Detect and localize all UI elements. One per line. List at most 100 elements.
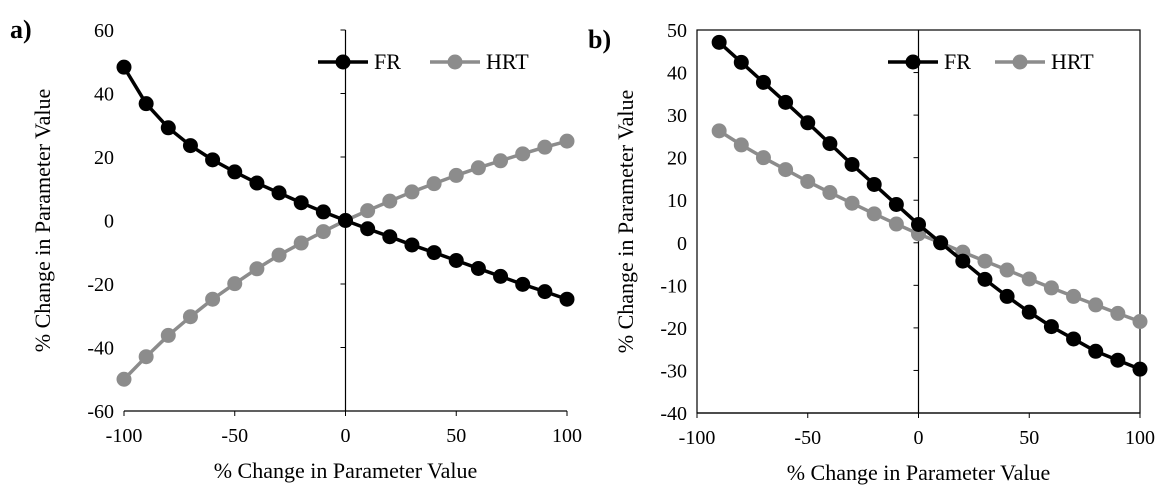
data-point-hrt bbox=[1110, 305, 1126, 321]
x-tick-label: 50 bbox=[1019, 427, 1039, 449]
data-point-fr bbox=[426, 245, 442, 261]
data-point-hrt bbox=[315, 224, 331, 240]
data-point-fr bbox=[138, 96, 154, 112]
y-tick-label: -40 bbox=[87, 338, 114, 360]
y-tick-label: 20 bbox=[94, 147, 114, 169]
data-point-fr bbox=[271, 185, 287, 201]
data-point-fr bbox=[1043, 319, 1059, 335]
data-point-fr bbox=[999, 288, 1015, 304]
data-point-fr bbox=[227, 164, 243, 180]
data-point-fr bbox=[1021, 304, 1037, 320]
data-point-fr bbox=[933, 235, 949, 251]
data-point-hrt bbox=[426, 176, 442, 192]
data-point-fr bbox=[448, 253, 464, 269]
legend-label-hrt: HRT bbox=[486, 49, 529, 74]
x-tick-label: 50 bbox=[446, 425, 466, 447]
data-point-fr bbox=[515, 276, 531, 292]
data-point-hrt bbox=[515, 146, 531, 162]
legend-label-fr: FR bbox=[374, 49, 401, 74]
y-axis-label: % Change in Parameter Value bbox=[613, 90, 638, 354]
data-point-hrt bbox=[866, 206, 882, 222]
y-tick-label: 0 bbox=[677, 233, 687, 255]
data-point-hrt bbox=[711, 123, 727, 139]
legend: FR HRT bbox=[888, 49, 1094, 74]
series-fr bbox=[711, 34, 1148, 377]
legend-label-fr: FR bbox=[944, 49, 971, 74]
data-point-fr bbox=[160, 120, 176, 136]
data-point-fr bbox=[888, 196, 904, 212]
data-point-fr bbox=[977, 271, 993, 287]
data-point-hrt bbox=[448, 167, 464, 183]
data-point-hrt bbox=[800, 173, 816, 189]
data-point-fr bbox=[493, 268, 509, 284]
data-point-fr bbox=[955, 253, 971, 269]
data-point-hrt bbox=[138, 349, 154, 365]
series-fr bbox=[116, 59, 575, 307]
data-point-hrt bbox=[205, 291, 221, 307]
data-point-hrt bbox=[844, 195, 860, 211]
data-point-fr bbox=[404, 237, 420, 253]
data-point-hrt bbox=[227, 276, 243, 292]
x-tick-label: -50 bbox=[794, 427, 821, 449]
y-tick-label: 60 bbox=[94, 20, 114, 42]
data-point-hrt bbox=[733, 137, 749, 153]
data-point-hrt bbox=[1043, 280, 1059, 296]
data-point-fr bbox=[559, 291, 575, 307]
y-axis-label: % Change in Parameter Value bbox=[30, 89, 55, 353]
data-point-fr bbox=[1088, 343, 1104, 359]
data-point-fr bbox=[360, 221, 376, 237]
data-point-fr bbox=[382, 229, 398, 245]
y-tick-label: 40 bbox=[667, 63, 687, 85]
x-tick-label: -100 bbox=[679, 427, 716, 449]
data-point-hrt bbox=[999, 262, 1015, 278]
y-tick-label: -30 bbox=[660, 360, 687, 382]
data-point-hrt bbox=[160, 327, 176, 343]
y-tick-label: 50 bbox=[667, 20, 687, 42]
data-point-fr bbox=[800, 115, 816, 131]
data-point-fr bbox=[778, 94, 794, 110]
data-point-hrt bbox=[888, 216, 904, 232]
data-point-hrt bbox=[559, 133, 575, 149]
y-tick-label: 0 bbox=[104, 211, 114, 233]
data-point-hrt bbox=[1132, 314, 1148, 330]
data-point-fr bbox=[866, 176, 882, 192]
data-point-fr bbox=[293, 195, 309, 211]
data-point-fr bbox=[470, 260, 486, 276]
data-point-hrt bbox=[382, 193, 398, 209]
legend-marker-fr bbox=[335, 54, 351, 70]
data-point-fr bbox=[755, 74, 771, 90]
data-point-hrt bbox=[493, 153, 509, 169]
data-point-hrt bbox=[977, 253, 993, 269]
chart-panel-a: -60 -40 -20 0 20 40 60 -100 -50 0 50 100 % Change in… bbox=[10, 15, 582, 483]
data-point-hrt bbox=[822, 185, 838, 201]
y-tick-label: -40 bbox=[660, 403, 687, 425]
legend-marker-hrt bbox=[447, 54, 463, 70]
data-point-fr bbox=[1066, 331, 1082, 347]
data-point-fr bbox=[822, 136, 838, 152]
panel-label: b) bbox=[588, 25, 611, 54]
y-tick-label: 30 bbox=[667, 105, 687, 127]
panel-label: a) bbox=[10, 15, 32, 44]
data-point-hrt bbox=[1066, 288, 1082, 304]
x-tick-label: -100 bbox=[106, 425, 143, 447]
y-tick-label: -10 bbox=[660, 275, 687, 297]
x-axis-label: % Change in Parameter Value bbox=[787, 460, 1051, 485]
x-tick-label: 0 bbox=[914, 427, 924, 449]
y-tick-label: -20 bbox=[87, 274, 114, 296]
data-point-hrt bbox=[271, 247, 287, 263]
data-point-hrt bbox=[1021, 271, 1037, 287]
data-point-fr bbox=[249, 175, 265, 191]
legend-marker-fr bbox=[905, 54, 921, 70]
x-tick-label: 100 bbox=[1125, 427, 1155, 449]
data-point-fr bbox=[315, 204, 331, 220]
x-tick-label: 0 bbox=[341, 425, 351, 447]
data-point-fr bbox=[733, 54, 749, 70]
data-point-fr bbox=[844, 156, 860, 172]
legend: FR HRT bbox=[318, 49, 529, 74]
legend-marker-hrt bbox=[1012, 54, 1028, 70]
data-point-fr bbox=[338, 213, 353, 228]
x-tick-label: 100 bbox=[552, 425, 582, 447]
x-axis-label: % Change in Parameter Value bbox=[214, 458, 478, 483]
